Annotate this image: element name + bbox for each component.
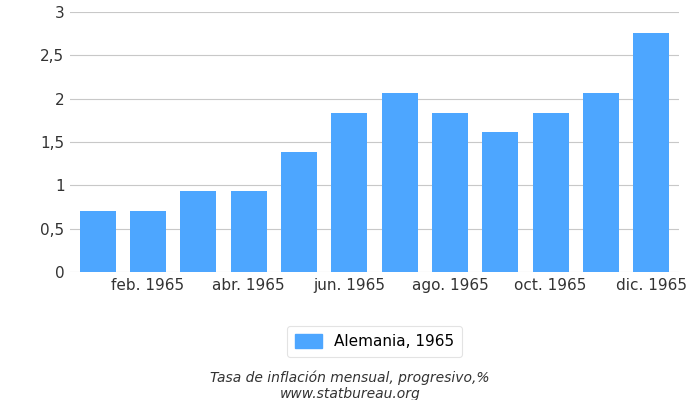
Bar [482,132,519,272]
Bar [533,112,569,272]
Bar [331,112,368,272]
Bar [432,112,468,272]
Legend: Alemania, 1965: Alemania, 1965 [287,326,462,357]
Bar [230,191,267,272]
Bar [180,191,216,272]
Bar [382,93,418,272]
Bar [583,93,619,272]
Bar [130,211,166,272]
Bar [80,211,116,272]
Text: www.statbureau.org: www.statbureau.org [279,387,421,400]
Bar [281,152,317,272]
Text: Tasa de inflación mensual, progresivo,%: Tasa de inflación mensual, progresivo,% [210,371,490,385]
Bar [634,33,669,272]
